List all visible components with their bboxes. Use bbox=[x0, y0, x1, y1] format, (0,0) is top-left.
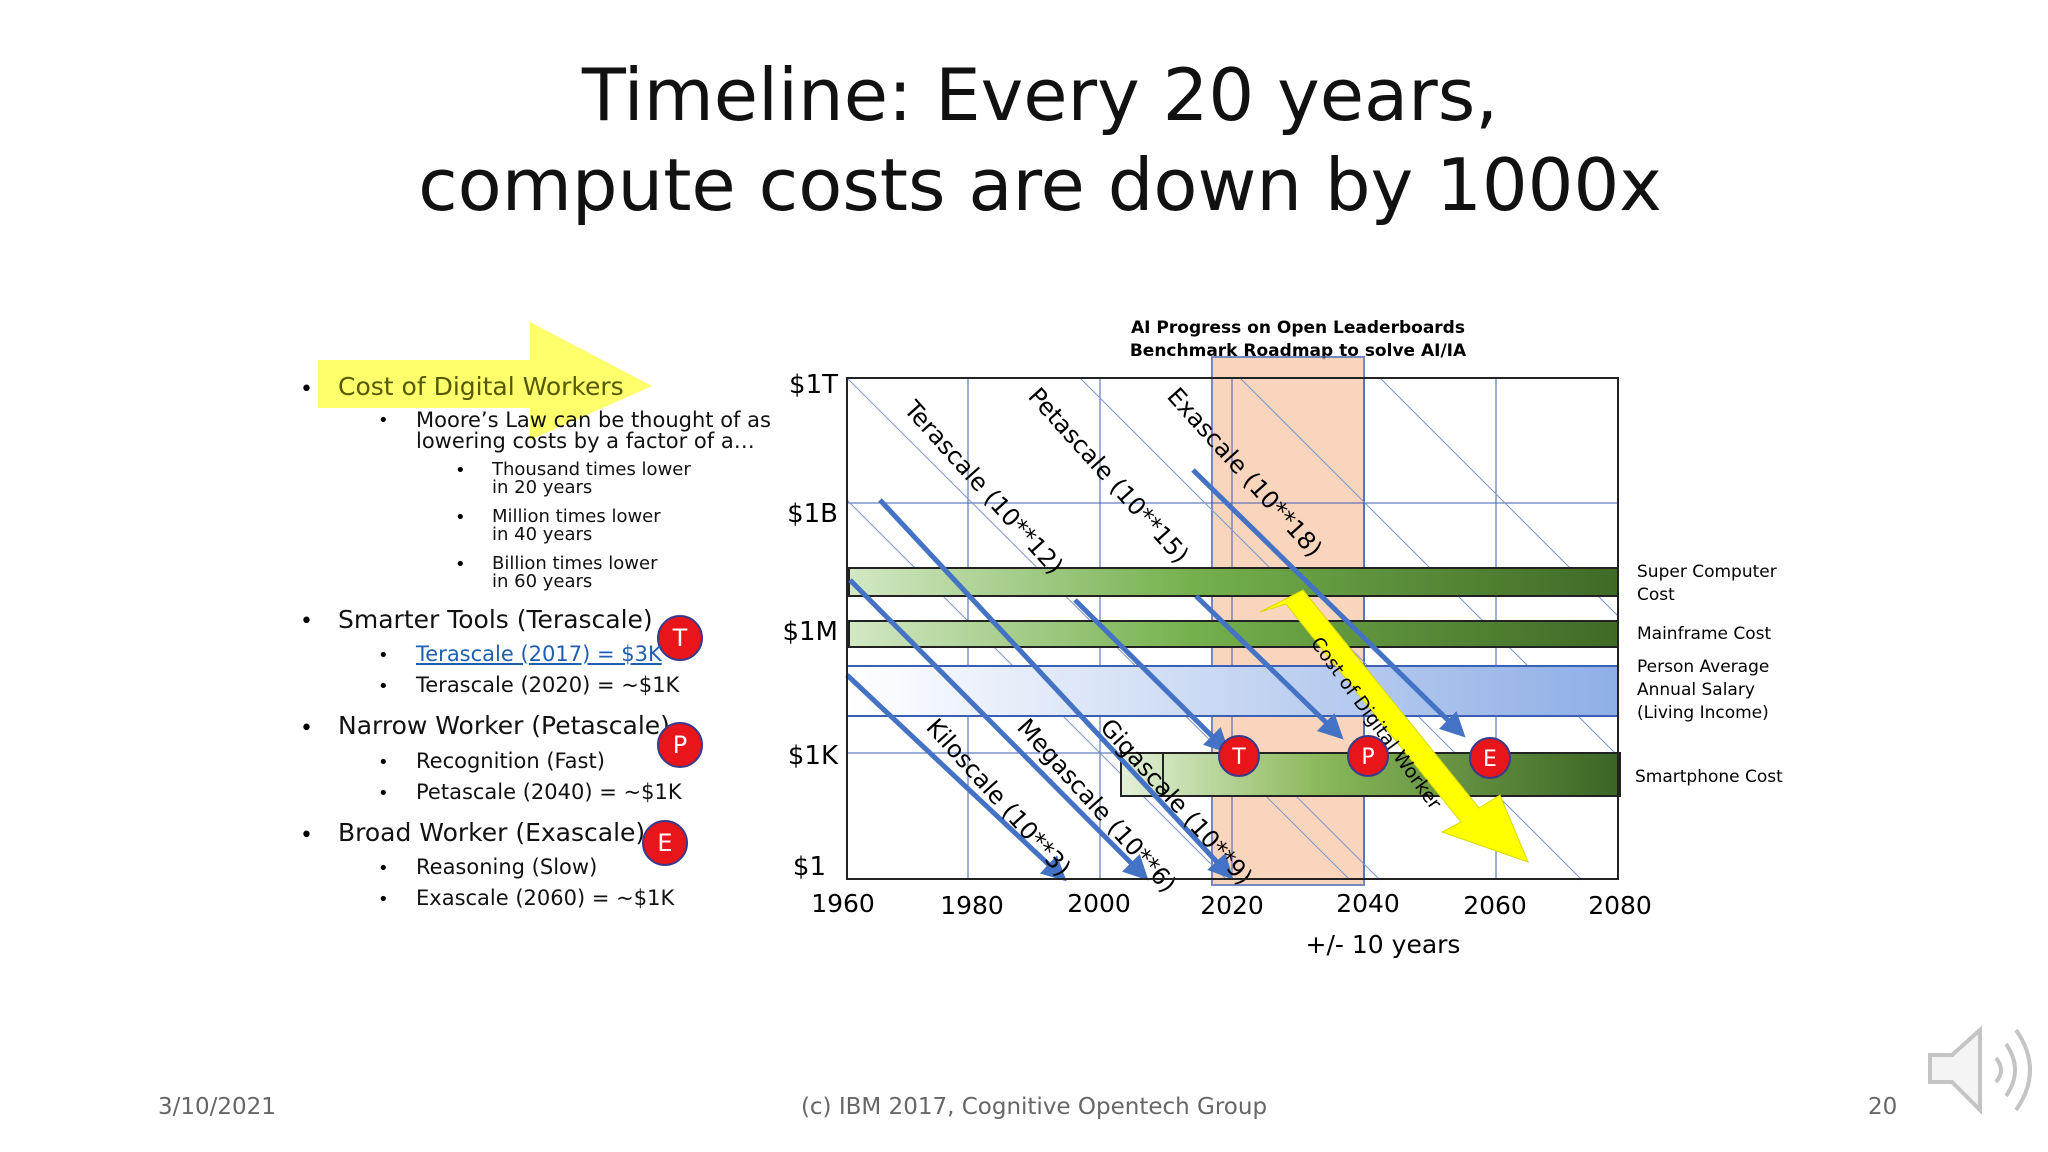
label-megascale: Megascale (10**6) bbox=[1012, 713, 1182, 898]
footer-page-number: 20 bbox=[1868, 1094, 1898, 1120]
x-tick-2060: 2060 bbox=[1463, 891, 1527, 920]
bullet-billion-line2: in 60 years bbox=[492, 571, 593, 592]
bullet-list: • Cost of Digital Workers • Moore’s Law … bbox=[0, 0, 771, 960]
bar-person-salary bbox=[846, 665, 1619, 717]
label-super-computer-1: Super Computer bbox=[1637, 562, 1777, 582]
marker-p: P bbox=[1347, 735, 1389, 777]
speaker-icon[interactable] bbox=[1908, 1018, 2044, 1118]
bullet-dot: • bbox=[300, 377, 313, 402]
bullet-million-line2: in 40 years bbox=[492, 524, 593, 545]
svg-text:T: T bbox=[1231, 745, 1246, 770]
bullet-dot: • bbox=[378, 889, 389, 910]
bullet-exascale-2060: Exascale (2060) = ~$1K bbox=[416, 886, 675, 910]
y-tick-1m: $1M bbox=[782, 617, 838, 647]
bullet-dot: • bbox=[378, 645, 389, 666]
svg-text:E: E bbox=[1483, 747, 1497, 772]
x-tick-2080: 2080 bbox=[1588, 891, 1652, 920]
kiloscale-arrow bbox=[845, 673, 1067, 882]
badge-t: T bbox=[657, 615, 703, 661]
bullet-thousand-line1: Thousand times lower bbox=[492, 459, 691, 480]
footer-copyright: (c) IBM 2017, Cognitive Opentech Group bbox=[800, 1094, 1268, 1120]
terascale-arrow bbox=[1073, 598, 1230, 754]
link-terascale-2017[interactable]: Terascale (2017) = $3K bbox=[416, 642, 662, 666]
y-tick-1k: $1K bbox=[788, 741, 839, 771]
label-super-computer-2: Cost bbox=[1637, 585, 1675, 605]
footer-date: 3/10/2021 bbox=[158, 1094, 276, 1120]
chart-title-line1: AI Progress on Open Leaderboards bbox=[1131, 318, 1465, 338]
bullet-moores-law-line1: Moore’s Law can be thought of as bbox=[416, 408, 771, 432]
bullet-dot: • bbox=[455, 554, 466, 575]
bullet-dot: • bbox=[378, 752, 389, 773]
bullet-million-line1: Million times lower bbox=[492, 506, 661, 527]
marker-t: T bbox=[1218, 735, 1260, 777]
x-tick-1980: 1980 bbox=[940, 891, 1004, 920]
y-tick-1t: $1T bbox=[789, 370, 838, 400]
x-tick-2040: 2040 bbox=[1336, 889, 1400, 918]
label-salary-3: (Living Income) bbox=[1637, 703, 1769, 723]
label-salary-1: Person Average bbox=[1637, 657, 1769, 677]
gigascale-arrow bbox=[878, 498, 1234, 880]
bullet-smarter-tools: Smarter Tools (Terascale) bbox=[338, 605, 653, 634]
x-tick-1960: 1960 bbox=[811, 889, 875, 918]
bullet-petascale-2040: Petascale (2040) = ~$1K bbox=[416, 780, 682, 804]
yellow-arrow-icon bbox=[318, 322, 652, 440]
x-tick-2000: 2000 bbox=[1067, 889, 1131, 918]
bullet-cost-digital-workers: Cost of Digital Workers bbox=[338, 372, 624, 401]
slide-title: Timeline: Every 20 years, compute costs … bbox=[0, 50, 2048, 230]
bullet-moores-law-line2: lowering costs by a factor of a… bbox=[416, 429, 755, 453]
x-axis-label: +/- 10 years bbox=[1306, 930, 1461, 959]
cost-of-digital-worker-arrow bbox=[1259, 589, 1529, 863]
y-tick-1b: $1B bbox=[787, 499, 838, 529]
svg-text:P: P bbox=[1361, 745, 1374, 770]
badge-e: E bbox=[642, 820, 688, 866]
bullet-dot: • bbox=[455, 460, 466, 481]
bullet-dot: • bbox=[300, 716, 313, 741]
label-mainframe: Mainframe Cost bbox=[1637, 624, 1772, 644]
bullet-dot: • bbox=[378, 858, 389, 879]
bullet-dot: • bbox=[300, 609, 313, 634]
title-line-1: Timeline: Every 20 years, bbox=[581, 53, 1499, 137]
y-tick-1: $1 bbox=[793, 852, 826, 882]
bar-smartphone-stub bbox=[1120, 752, 1164, 797]
bullet-dot: • bbox=[300, 823, 313, 848]
bullet-dot: • bbox=[378, 410, 389, 431]
bullet-dot: • bbox=[455, 507, 466, 528]
bullet-thousand-line2: in 20 years bbox=[492, 477, 593, 498]
bullet-reasoning: Reasoning (Slow) bbox=[416, 855, 598, 879]
scale-arrows bbox=[845, 468, 1466, 882]
badge-p: P bbox=[657, 722, 703, 768]
bullet-dot: • bbox=[378, 783, 389, 804]
bullet-billion-line1: Billion times lower bbox=[492, 553, 658, 574]
label-smartphone: Smartphone Cost bbox=[1635, 767, 1783, 787]
megascale-arrow bbox=[848, 578, 1149, 881]
exascale-arrow bbox=[1191, 468, 1466, 738]
bullet-narrow-worker: Narrow Worker (Petascale) bbox=[338, 711, 670, 740]
marker-e: E bbox=[1469, 737, 1511, 779]
x-tick-2020: 2020 bbox=[1200, 891, 1264, 920]
bullet-terascale-2020: Terascale (2020) = ~$1K bbox=[416, 673, 680, 697]
plot-frame bbox=[846, 377, 1619, 880]
title-line-2: compute costs are down by 1000x bbox=[418, 143, 1662, 227]
label-salary-2: Annual Salary bbox=[1637, 680, 1755, 700]
petascale-arrow bbox=[1194, 594, 1344, 740]
bullet-broad-worker: Broad Worker (Exascale) bbox=[338, 818, 646, 847]
bullet-dot: • bbox=[378, 676, 389, 697]
bullet-recognition: Recognition (Fast) bbox=[416, 749, 605, 773]
